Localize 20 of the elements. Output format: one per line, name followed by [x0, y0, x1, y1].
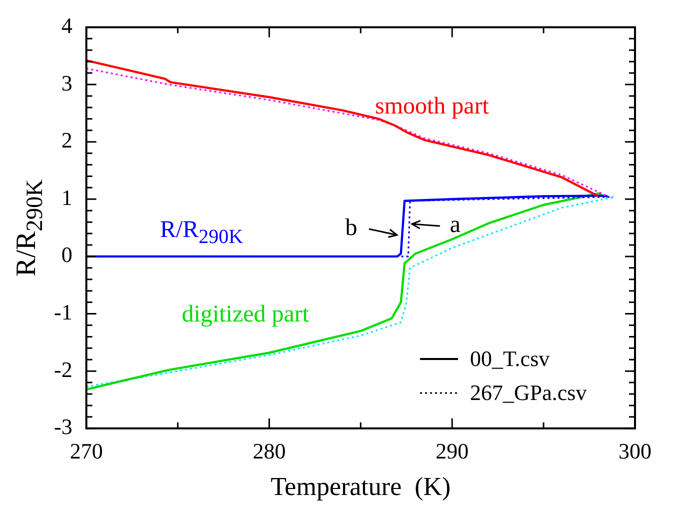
y-tick-label: 2 — [61, 128, 72, 153]
x-tick-label: 270 — [70, 438, 103, 464]
x-tick-label: 280 — [252, 438, 286, 464]
x-axis-title: Temperature (K) — [270, 472, 451, 502]
y-tick-label: 1 — [61, 184, 72, 210]
series-label: digitized part — [182, 301, 310, 328]
annotation: a — [450, 212, 461, 238]
y-tick-label: 0 — [61, 242, 72, 268]
y-tick-label: -2 — [54, 356, 72, 382]
annotation: b — [345, 214, 358, 241]
y-tick-label: 3 — [61, 70, 72, 96]
x-tick-label: 300 — [618, 438, 652, 464]
series-label: R/R$_{290K}$ — [160, 217, 244, 249]
y-tick-label: 4 — [61, 12, 72, 38]
x-tick-label: 290 — [436, 438, 469, 464]
y-tick-label: -3 — [54, 414, 72, 440]
annotation: 267_GPa.csv — [470, 380, 587, 406]
annotation: 00_T.csv — [470, 346, 550, 372]
y-tick-label: -1 — [54, 300, 72, 325]
series-label: smooth part — [374, 94, 489, 121]
